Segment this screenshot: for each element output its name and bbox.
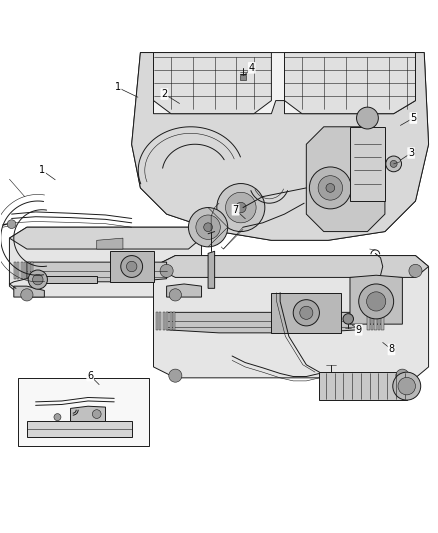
Circle shape <box>326 183 335 192</box>
Polygon shape <box>71 406 106 422</box>
FancyBboxPatch shape <box>18 378 149 446</box>
Circle shape <box>393 372 421 400</box>
Polygon shape <box>132 53 428 240</box>
Text: 8: 8 <box>389 344 395 354</box>
Circle shape <box>92 410 101 418</box>
Circle shape <box>32 274 43 285</box>
Circle shape <box>169 289 181 301</box>
Circle shape <box>188 207 228 247</box>
Text: 5: 5 <box>410 113 417 123</box>
Polygon shape <box>367 312 370 330</box>
Circle shape <box>300 306 313 319</box>
Polygon shape <box>27 422 132 437</box>
Polygon shape <box>31 276 97 283</box>
Polygon shape <box>371 312 373 330</box>
Text: 9: 9 <box>356 325 362 335</box>
Text: 6: 6 <box>87 370 93 381</box>
Polygon shape <box>319 372 407 400</box>
Circle shape <box>196 215 220 239</box>
Circle shape <box>169 369 182 382</box>
Polygon shape <box>166 312 168 330</box>
Polygon shape <box>155 312 158 330</box>
Polygon shape <box>97 238 123 249</box>
Circle shape <box>318 176 343 200</box>
Circle shape <box>293 300 319 326</box>
Polygon shape <box>378 312 380 330</box>
Polygon shape <box>208 251 215 288</box>
Circle shape <box>7 220 16 229</box>
Polygon shape <box>27 262 166 282</box>
Text: 4: 4 <box>249 63 255 73</box>
Circle shape <box>359 284 394 319</box>
Circle shape <box>398 377 416 395</box>
Polygon shape <box>166 312 359 333</box>
Polygon shape <box>306 127 385 231</box>
Polygon shape <box>170 312 172 330</box>
Polygon shape <box>166 284 201 297</box>
Circle shape <box>204 223 212 231</box>
Text: 1: 1 <box>39 165 45 175</box>
Polygon shape <box>14 262 15 279</box>
Bar <box>240 75 246 80</box>
Circle shape <box>386 156 402 172</box>
Circle shape <box>409 264 422 277</box>
Polygon shape <box>153 256 428 378</box>
Circle shape <box>160 264 173 277</box>
Text: 2: 2 <box>161 89 168 99</box>
Text: 3: 3 <box>408 148 414 158</box>
Circle shape <box>367 292 386 311</box>
Circle shape <box>390 160 397 167</box>
Polygon shape <box>381 312 384 330</box>
Polygon shape <box>350 127 385 201</box>
Circle shape <box>309 167 351 209</box>
Polygon shape <box>31 262 33 279</box>
Polygon shape <box>132 53 428 240</box>
Polygon shape <box>28 262 29 279</box>
Circle shape <box>217 183 265 231</box>
Polygon shape <box>17 262 19 279</box>
Circle shape <box>127 261 137 272</box>
Polygon shape <box>153 256 428 277</box>
Circle shape <box>54 414 61 421</box>
Polygon shape <box>153 53 272 114</box>
Circle shape <box>343 313 353 324</box>
Polygon shape <box>162 312 165 330</box>
Polygon shape <box>14 286 44 297</box>
Polygon shape <box>272 293 341 333</box>
Circle shape <box>28 270 47 289</box>
Polygon shape <box>10 227 201 249</box>
Polygon shape <box>110 251 153 282</box>
Text: 1: 1 <box>115 83 121 93</box>
Circle shape <box>357 107 378 129</box>
Polygon shape <box>21 262 22 279</box>
Circle shape <box>226 192 256 223</box>
Circle shape <box>21 289 33 301</box>
Polygon shape <box>350 275 403 324</box>
Polygon shape <box>159 312 161 330</box>
Polygon shape <box>285 53 416 114</box>
Circle shape <box>121 256 143 277</box>
Polygon shape <box>173 312 175 330</box>
Polygon shape <box>24 262 26 279</box>
Circle shape <box>236 203 246 213</box>
Circle shape <box>396 369 409 382</box>
Polygon shape <box>10 227 201 297</box>
Polygon shape <box>374 312 377 330</box>
Text: 7: 7 <box>233 205 239 215</box>
